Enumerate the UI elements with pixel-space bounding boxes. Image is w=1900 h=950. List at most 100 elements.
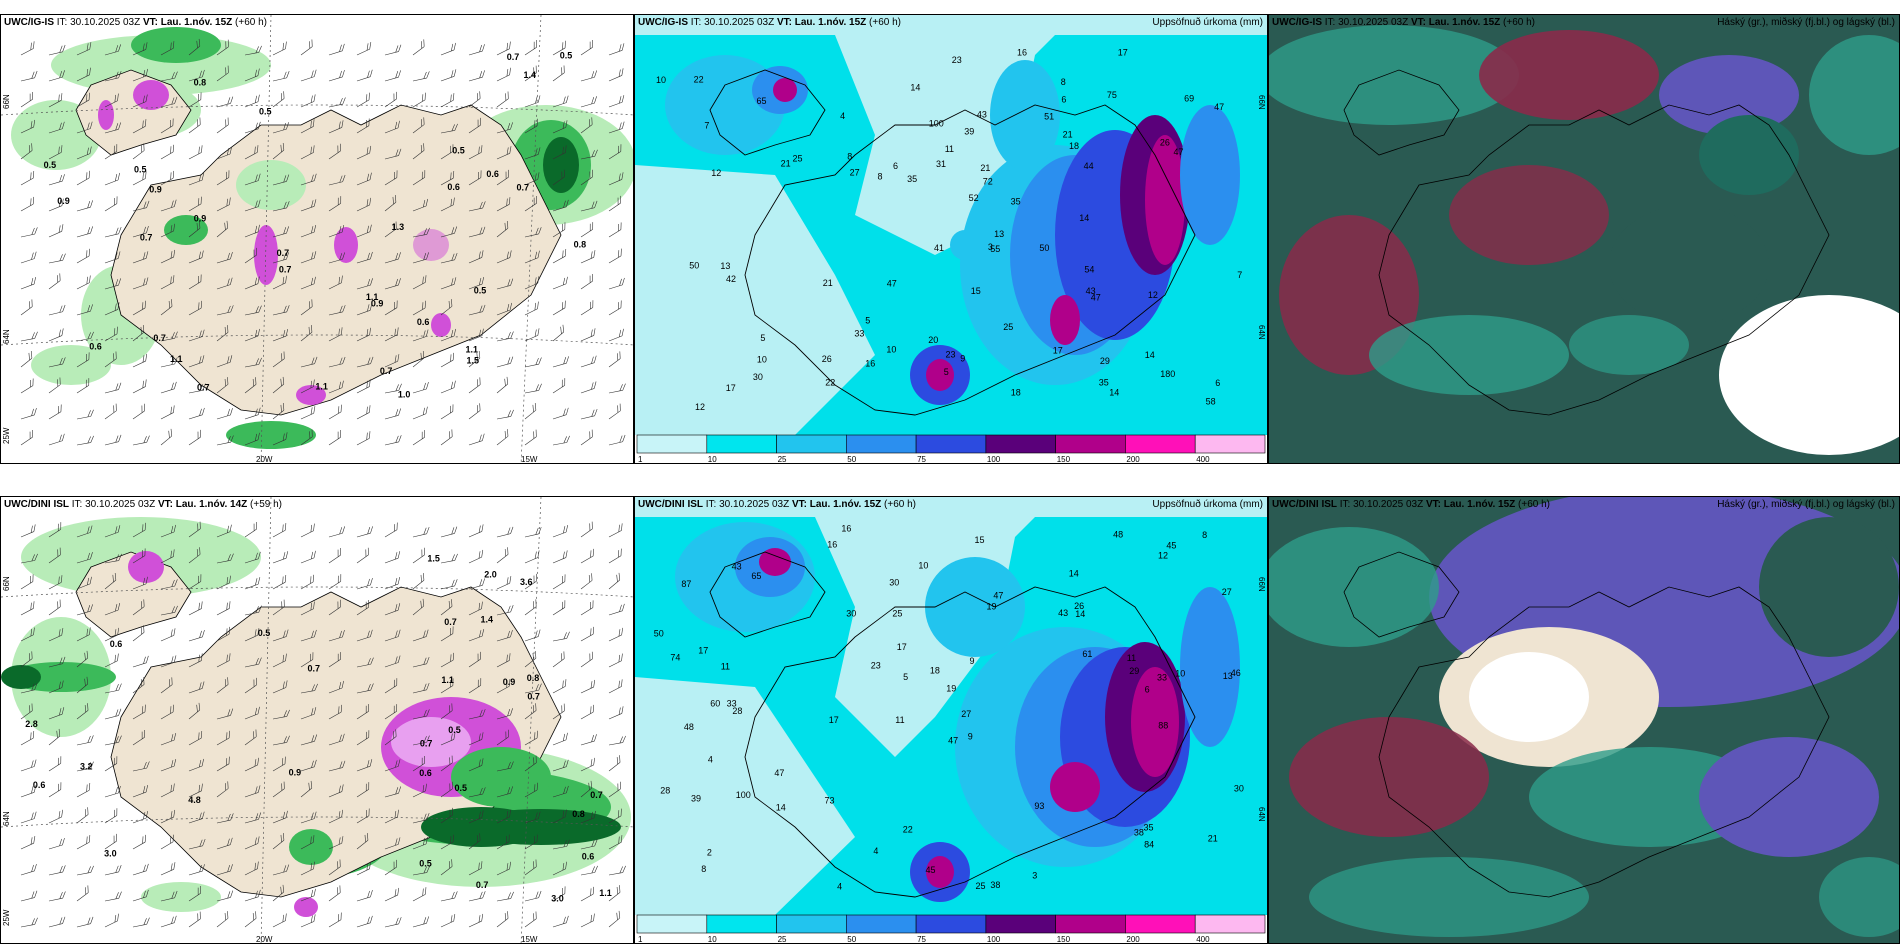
wind-barb [76, 378, 90, 394]
wind-barb [160, 915, 177, 928]
wind-barb [188, 300, 202, 316]
colorbar-tick-label: 75 [917, 935, 926, 944]
wind-barb [328, 174, 346, 186]
wind-barb [328, 733, 345, 746]
wind-barb [216, 837, 233, 850]
map-value-label: 1.3 [392, 222, 405, 232]
westfjords-outline [709, 551, 826, 638]
wind-barb [412, 381, 429, 394]
map-value-label: 35 [1099, 377, 1109, 387]
wind-barb [48, 44, 66, 56]
wind-barb [496, 376, 509, 394]
wind-barb [48, 628, 64, 642]
wind-barb [244, 173, 261, 186]
map-value-label: 11 [895, 715, 904, 725]
map-value-label: 8 [878, 172, 883, 182]
wind-barb [496, 911, 509, 928]
wind-barb [356, 730, 370, 746]
wind-barb [328, 680, 344, 694]
wind-barb [412, 735, 430, 746]
wind-barb [76, 525, 93, 538]
wind-barb [216, 305, 234, 316]
wind-barb [104, 808, 118, 824]
wind-barb [300, 835, 315, 850]
map-value-label: 21 [1208, 834, 1218, 844]
wind-barb [272, 226, 289, 238]
wind-barb [160, 331, 178, 342]
wind-barb [272, 71, 290, 82]
map-value-label: 0.5 [448, 725, 461, 735]
wind-barb [48, 304, 66, 316]
wind-barb [440, 123, 458, 134]
wind-barb [524, 859, 537, 876]
wind-barb [524, 890, 542, 902]
wind-barb [244, 328, 260, 342]
lead-time: (+60 h) [235, 17, 267, 28]
map-value-label: 47 [774, 768, 784, 778]
wind-barb [608, 548, 622, 564]
wind-barb [496, 356, 514, 368]
wind-barb [244, 628, 260, 642]
wind-barb [440, 807, 453, 824]
colorbar-tick-label: 100 [987, 455, 1001, 464]
wind-barb [440, 599, 453, 616]
map-value-label: 0.5 [452, 146, 465, 156]
map-value-label: 31 [936, 159, 946, 169]
map-value-label: 25 [892, 608, 902, 618]
wind-barb [496, 331, 514, 342]
panel-header: UWC/IG-IS IT: 30.10.2025 03Z VT: Lau. 1.… [1272, 17, 1535, 28]
wind-barb [468, 145, 483, 160]
map-value-label: 1.5 [467, 355, 480, 365]
wind-barb [440, 404, 454, 420]
wind-barb [496, 861, 511, 876]
wind-barb [300, 683, 318, 694]
wind-barb [216, 524, 232, 538]
map-value-label: 3 [988, 242, 993, 252]
right-lat-label-64n: 64N [1257, 325, 1266, 340]
colorbar-tick-label: 150 [1057, 455, 1071, 464]
colorbar-tick-label: 50 [847, 455, 856, 464]
wind-barb [496, 429, 509, 446]
wind-barb [580, 250, 596, 264]
wind-barb [384, 786, 402, 798]
colorbar-swatch [915, 914, 987, 934]
wind-barb [104, 683, 122, 694]
wind-barb [356, 782, 370, 798]
wind-barb [272, 810, 288, 824]
wind-barb [300, 173, 317, 186]
wind-barb [412, 39, 425, 56]
it-value: 30.10.2025 03Z [704, 17, 775, 28]
wind-barb [496, 891, 514, 902]
map-value-label: 15 [975, 535, 985, 545]
wind-barb [104, 708, 122, 720]
wind-barb [356, 278, 373, 290]
wind-barb [272, 629, 289, 642]
map-value-label: 0.7 [277, 248, 290, 258]
wind-barb [384, 759, 401, 772]
wind-barb [552, 435, 570, 446]
wind-barb [76, 604, 93, 616]
wind-barb [384, 195, 397, 212]
wind-barb [132, 655, 149, 668]
wind-barb [160, 549, 175, 564]
wind-barb [496, 220, 509, 238]
wind-barb [552, 732, 568, 746]
wind-barb [468, 350, 481, 368]
wind-barb [300, 811, 317, 824]
wind-barbs [20, 521, 626, 928]
map-value-label: 42 [726, 274, 736, 284]
map-value-label: 45 [1166, 540, 1176, 550]
wind-barb [244, 224, 260, 238]
wind-barb [524, 782, 538, 798]
wind-barb [580, 328, 596, 342]
wind-barb [580, 300, 594, 316]
wind-barb [132, 119, 147, 134]
wind-barb [216, 601, 231, 616]
wind-barb [524, 550, 540, 564]
wind-barb [440, 553, 458, 564]
wind-barb [216, 708, 234, 720]
wind-barb [608, 835, 623, 850]
map-value-label: 11 [945, 144, 954, 154]
wind-barb [48, 328, 64, 342]
wind-barb [48, 916, 66, 928]
